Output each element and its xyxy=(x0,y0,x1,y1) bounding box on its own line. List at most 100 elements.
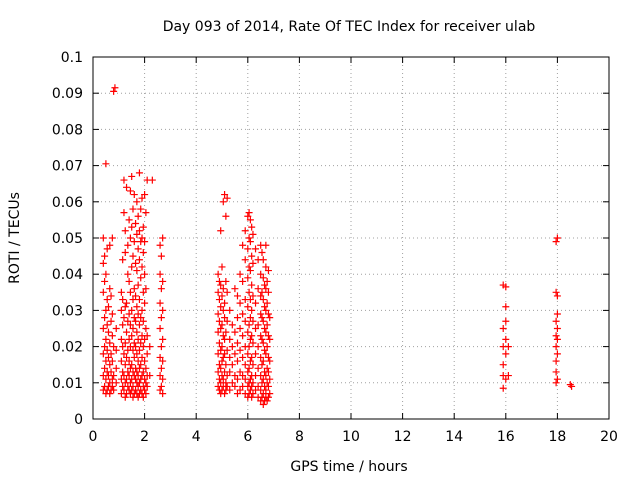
data-point xyxy=(132,259,140,267)
data-point xyxy=(263,277,271,285)
data-point xyxy=(146,372,154,380)
data-point xyxy=(106,379,114,387)
data-point xyxy=(262,372,270,380)
data-point xyxy=(120,314,128,322)
y-tick-label: 0.09 xyxy=(52,86,83,102)
data-point xyxy=(245,263,253,271)
data-point xyxy=(156,353,164,361)
data-point xyxy=(254,382,262,390)
data-point xyxy=(134,281,142,289)
data-point xyxy=(142,325,150,332)
data-point xyxy=(142,390,150,398)
data-point xyxy=(107,368,115,376)
data-point xyxy=(502,335,510,343)
data-point xyxy=(249,292,257,300)
data-point xyxy=(233,339,241,347)
data-point xyxy=(106,285,114,293)
data-point xyxy=(102,375,110,383)
data-point xyxy=(119,321,127,329)
data-point xyxy=(119,256,127,264)
grid-lines xyxy=(93,57,609,419)
data-point xyxy=(257,270,265,278)
data-point xyxy=(236,325,244,332)
data-point xyxy=(112,364,120,372)
data-point xyxy=(239,241,247,249)
data-point xyxy=(159,335,167,343)
data-point xyxy=(130,238,138,246)
data-point xyxy=(133,328,141,336)
data-point xyxy=(126,321,134,329)
data-point xyxy=(254,364,262,372)
data-points xyxy=(99,84,576,409)
data-point xyxy=(123,183,131,191)
data-point xyxy=(120,176,128,184)
data-point xyxy=(248,223,256,231)
data-point xyxy=(112,325,120,332)
data-point xyxy=(119,296,127,304)
data-point xyxy=(499,325,507,332)
data-point xyxy=(110,87,118,95)
data-point xyxy=(99,234,107,242)
y-tick-label: 0.02 xyxy=(52,340,83,356)
data-point xyxy=(245,209,253,217)
data-point xyxy=(215,277,223,285)
data-point xyxy=(156,325,164,332)
data-point xyxy=(223,194,231,202)
data-point xyxy=(159,390,167,398)
data-point xyxy=(502,375,510,383)
data-point xyxy=(110,343,118,351)
data-point xyxy=(217,346,225,354)
data-point xyxy=(99,325,107,332)
y-tick-label: 0.05 xyxy=(52,231,83,247)
data-point xyxy=(139,393,147,401)
data-point xyxy=(120,209,128,217)
data-point xyxy=(157,285,165,293)
x-tick-label: 10 xyxy=(342,429,360,445)
data-point xyxy=(231,350,239,358)
y-tick-label: 0 xyxy=(74,412,83,428)
data-point xyxy=(139,223,147,231)
data-point xyxy=(128,332,136,340)
data-point xyxy=(159,277,167,285)
data-point xyxy=(141,375,149,383)
data-point xyxy=(217,364,225,372)
data-point xyxy=(217,325,225,332)
data-point xyxy=(143,350,151,358)
x-tick-label: 16 xyxy=(497,429,515,445)
data-point xyxy=(111,84,119,92)
data-point xyxy=(218,292,226,300)
data-point xyxy=(128,306,136,314)
data-point xyxy=(226,386,234,394)
data-point xyxy=(142,209,150,217)
data-point xyxy=(552,317,560,325)
data-point xyxy=(236,270,244,278)
data-point xyxy=(266,375,274,383)
data-point xyxy=(108,234,116,242)
data-point xyxy=(258,314,266,322)
data-point xyxy=(499,361,507,369)
data-point xyxy=(134,357,142,365)
data-point xyxy=(248,306,256,314)
data-point xyxy=(249,339,257,347)
data-point xyxy=(553,350,561,358)
data-point xyxy=(117,357,125,365)
data-point xyxy=(261,325,269,332)
data-point xyxy=(129,346,137,354)
data-point xyxy=(257,310,265,318)
data-point xyxy=(236,386,244,394)
data-point xyxy=(133,198,141,206)
data-point xyxy=(215,339,223,347)
data-point xyxy=(262,263,270,271)
data-point xyxy=(552,357,560,365)
data-point xyxy=(244,368,252,376)
data-point xyxy=(262,285,270,293)
data-point xyxy=(138,194,146,202)
data-point xyxy=(568,382,576,390)
y-tick-label: 0.08 xyxy=(52,122,83,138)
data-point xyxy=(138,306,146,314)
data-point xyxy=(262,241,270,249)
y-tick-labels: 0 0.01 0.02 0.03 0.04 0.05 0.06 0.07 0.08 0.09 0.1 xyxy=(52,50,83,428)
data-point xyxy=(218,343,226,351)
data-point xyxy=(133,350,141,358)
data-point xyxy=(504,372,512,380)
